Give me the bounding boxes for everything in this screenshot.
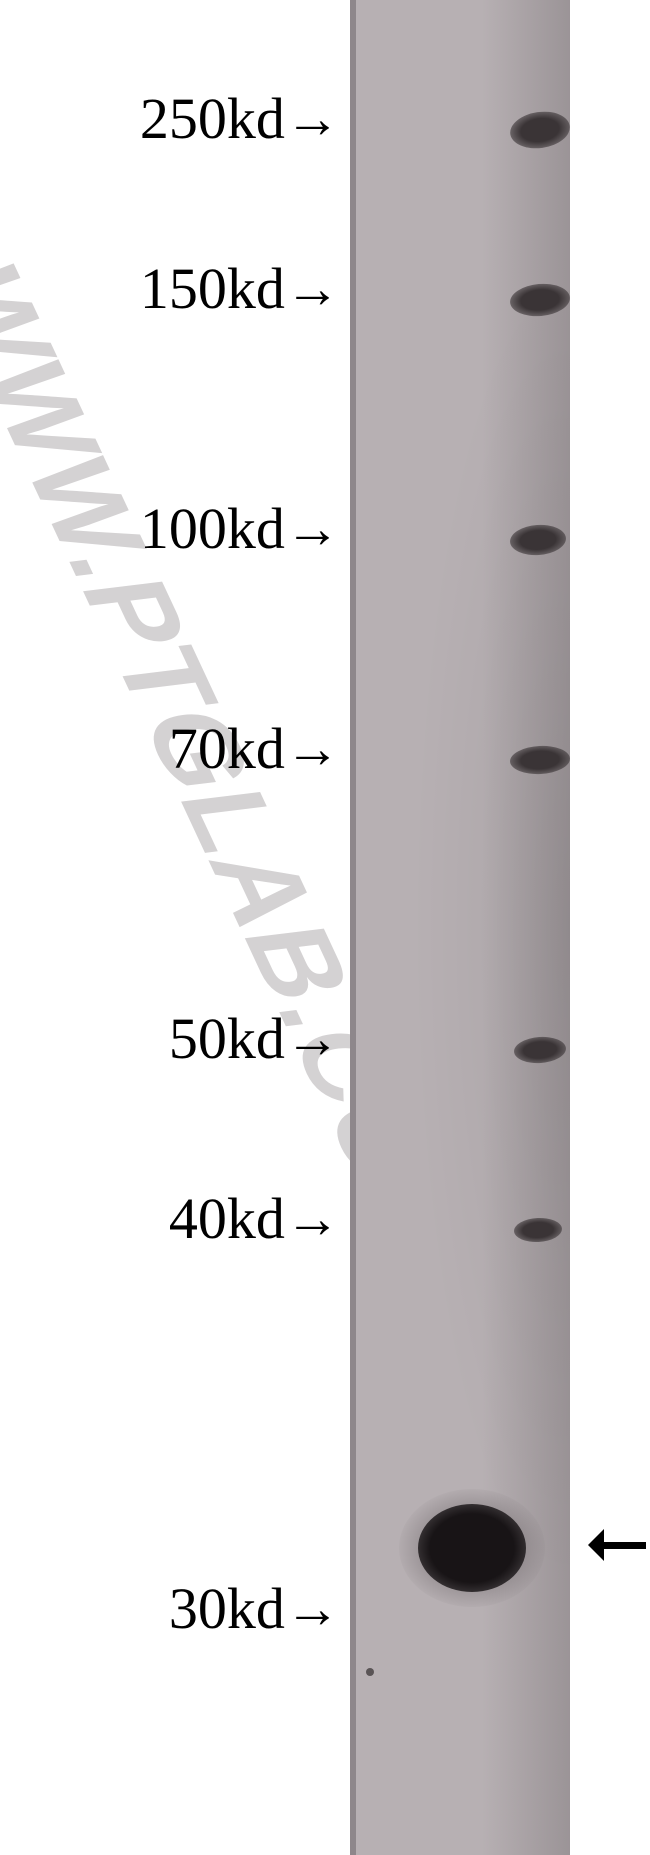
marker-label: 250kd→ <box>140 85 340 152</box>
artifact-dot <box>366 1668 374 1676</box>
detected-band <box>418 1504 526 1592</box>
arrow-right-icon: → <box>285 717 340 780</box>
marker-label: 50kd→ <box>169 1005 340 1072</box>
marker-label: 100kd→ <box>140 495 340 562</box>
marker-label-text: 40kd <box>169 1185 285 1252</box>
marker-label: 40kd→ <box>169 1185 340 1252</box>
arrow-right-icon: → <box>285 1007 340 1070</box>
marker-label-text: 100kd <box>140 495 285 562</box>
marker-label-text: 30kd <box>169 1575 285 1642</box>
arrow-right-icon: → <box>285 1577 340 1640</box>
marker-label-text: 150kd <box>140 255 285 322</box>
blot-canvas: WWW.PTGLAB.COM 250kd→150kd→100kd→70kd→50… <box>0 0 650 1855</box>
marker-label-text: 50kd <box>169 1005 285 1072</box>
marker-label: 150kd→ <box>140 255 340 322</box>
arrow-right-icon: → <box>285 1187 340 1250</box>
marker-label-text: 70kd <box>169 715 285 782</box>
marker-label: 70kd→ <box>169 715 340 782</box>
marker-label: 30kd→ <box>169 1575 340 1642</box>
arrow-right-icon: → <box>285 87 340 150</box>
marker-label-text: 250kd <box>140 85 285 152</box>
result-arrow <box>604 1542 646 1549</box>
arrow-right-icon: → <box>285 257 340 320</box>
result-arrow-head <box>588 1529 604 1561</box>
arrow-right-icon: → <box>285 497 340 560</box>
